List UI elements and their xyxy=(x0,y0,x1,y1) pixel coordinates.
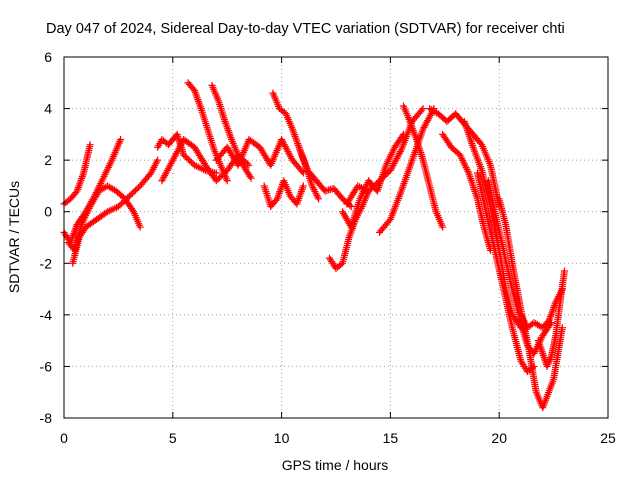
data-point xyxy=(186,157,194,165)
data-point xyxy=(124,194,132,202)
data-point xyxy=(129,206,137,214)
data-point xyxy=(154,156,162,164)
data-point xyxy=(543,362,551,370)
y-tick-label: 2 xyxy=(44,152,52,168)
data-point xyxy=(315,195,323,203)
x-axis-title: GPS time / hours xyxy=(282,457,389,473)
data-point xyxy=(368,184,376,192)
data-point xyxy=(560,267,568,275)
data-point xyxy=(547,354,555,362)
data-point xyxy=(183,154,191,162)
data-point xyxy=(382,171,390,179)
data-point xyxy=(130,188,138,196)
data-point xyxy=(223,177,231,185)
data-point xyxy=(545,357,553,365)
data-point xyxy=(545,359,553,367)
data-point xyxy=(117,136,125,144)
data-point xyxy=(379,174,387,182)
data-point xyxy=(131,186,139,194)
data-point xyxy=(128,189,136,197)
y-tick-label: -2 xyxy=(40,255,53,271)
data-point xyxy=(86,141,94,149)
data-point xyxy=(383,169,391,177)
data-point xyxy=(119,198,127,206)
data-point xyxy=(371,181,379,189)
plot-frame xyxy=(63,56,609,419)
chart-title: Day 047 of 2024, Sidereal Day-to-day VTE… xyxy=(46,21,565,37)
x-tick-label: 5 xyxy=(169,430,177,446)
data-point xyxy=(187,158,195,166)
data-point xyxy=(136,223,144,231)
data-point xyxy=(122,195,130,203)
y-tick-label: 0 xyxy=(44,204,52,220)
data-point xyxy=(114,203,122,211)
data-point xyxy=(215,174,223,182)
data-point xyxy=(246,172,254,180)
y-tick-label: 4 xyxy=(44,101,52,117)
axis-ticks: 0 5 10 15 20 25 -8 -6 -4 -2 0 2 4 6 xyxy=(40,49,616,446)
data-point xyxy=(376,177,384,185)
y-axis-title: SDTVAR / TECUs xyxy=(6,181,22,293)
data-point xyxy=(212,169,220,177)
data-point xyxy=(212,177,220,185)
data-point xyxy=(181,152,189,160)
data-point xyxy=(127,191,135,199)
data-point xyxy=(245,161,253,169)
data-point xyxy=(380,172,388,180)
data-point xyxy=(214,175,222,183)
y-tick-label: -8 xyxy=(40,410,53,426)
data-point xyxy=(366,186,374,194)
x-tick-label: 10 xyxy=(274,430,290,446)
data-point xyxy=(121,197,129,205)
x-tick-label: 20 xyxy=(491,430,507,446)
data-point xyxy=(418,106,426,114)
data-point xyxy=(546,356,554,364)
x-tick-label: 0 xyxy=(60,430,68,446)
data-point xyxy=(125,192,133,200)
data-point xyxy=(377,175,385,183)
data-point xyxy=(365,187,373,195)
data-point xyxy=(385,217,393,225)
data-point xyxy=(396,148,404,156)
y-tick-label: -4 xyxy=(40,307,53,323)
data-point xyxy=(184,155,192,163)
data-point xyxy=(133,185,141,193)
data-point xyxy=(369,183,377,191)
data-point xyxy=(180,151,188,159)
data-point xyxy=(544,361,552,369)
data-point xyxy=(347,203,355,211)
y-tick-label: -6 xyxy=(40,358,53,374)
data-point xyxy=(419,105,427,113)
data-point xyxy=(372,180,380,188)
data-point xyxy=(247,174,255,182)
x-tick-label: 25 xyxy=(600,430,616,446)
data-point xyxy=(374,178,382,186)
y-tick-label: 6 xyxy=(44,49,52,65)
data-point xyxy=(116,201,124,209)
data-point xyxy=(299,182,307,190)
data-points xyxy=(60,79,568,412)
data-point xyxy=(439,223,447,231)
data-point xyxy=(118,200,126,208)
x-tick-label: 15 xyxy=(383,430,399,446)
